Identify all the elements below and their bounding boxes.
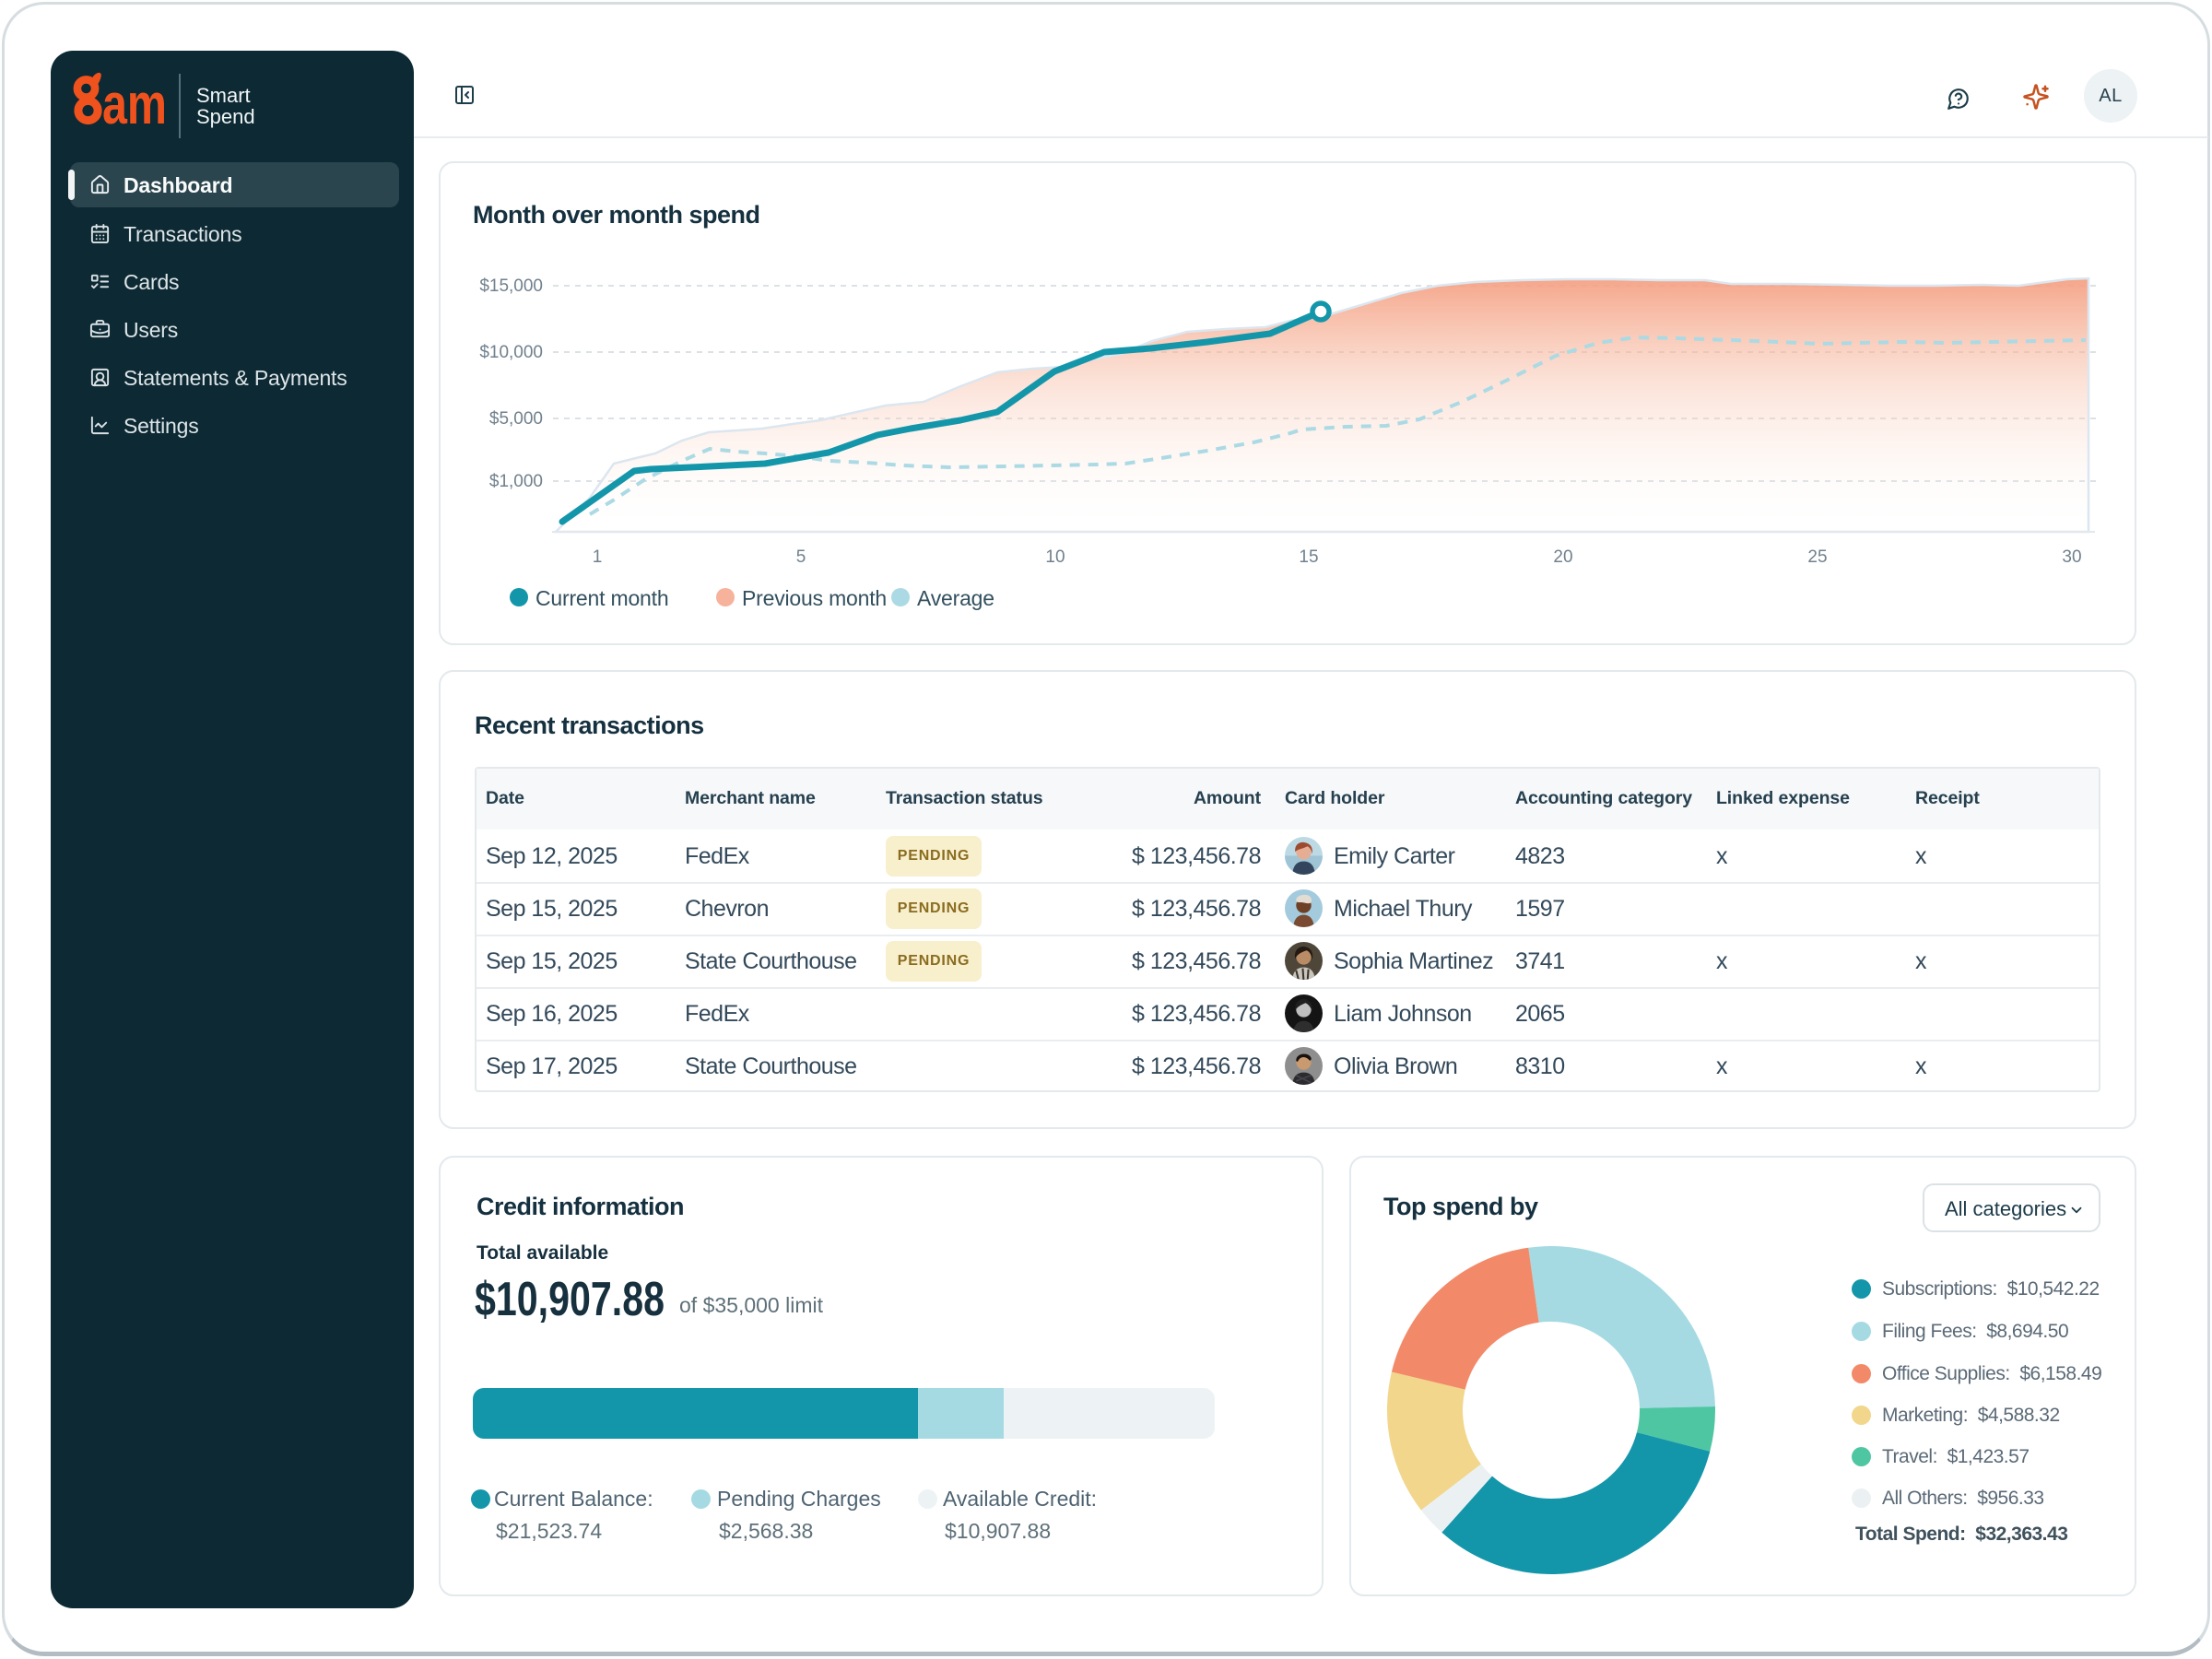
- svg-text:$5,000: $5,000: [489, 409, 543, 429]
- svg-text:$1,000: $1,000: [489, 472, 543, 491]
- svg-text:$10,000: $10,000: [479, 343, 543, 362]
- svg-text:Previous month: Previous month: [742, 586, 887, 610]
- svg-text:Average: Average: [917, 586, 994, 610]
- svg-text:Current month: Current month: [535, 586, 668, 610]
- svg-text:25: 25: [1807, 547, 1827, 567]
- svg-text:$10,907.88: $10,907.88: [475, 1273, 665, 1326]
- svg-text:5: 5: [796, 547, 806, 567]
- svg-text:1: 1: [593, 547, 603, 567]
- svg-text:15: 15: [1299, 547, 1318, 567]
- svg-text:$15,000: $15,000: [479, 276, 543, 296]
- svg-text:am: am: [102, 73, 167, 127]
- svg-text:10: 10: [1045, 547, 1065, 567]
- svg-text:30: 30: [2062, 547, 2081, 567]
- svg-text:20: 20: [1553, 547, 1572, 567]
